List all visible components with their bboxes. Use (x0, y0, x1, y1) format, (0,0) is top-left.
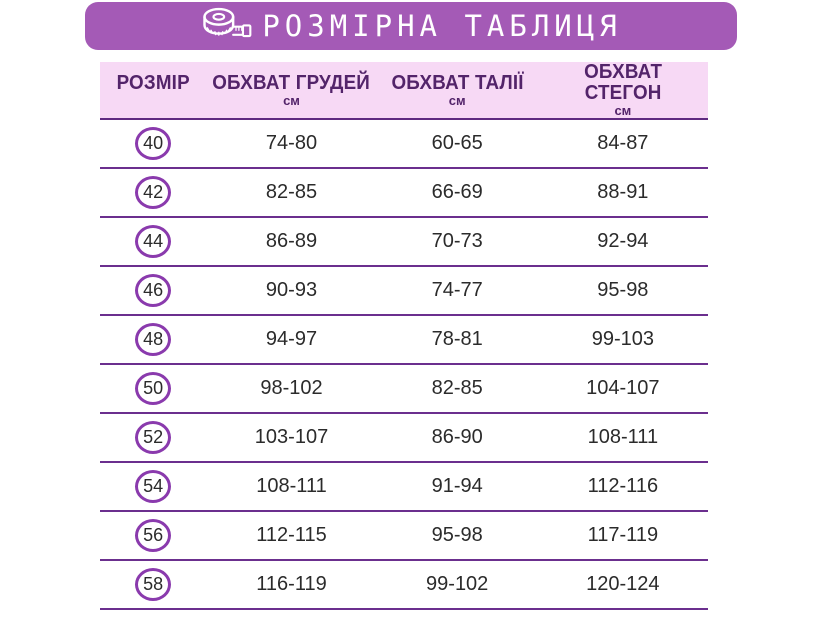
chest-cell: 82-85 (206, 168, 377, 219)
table-row: 40 74-80 60-65 84-87 (100, 119, 708, 170)
waist-cell: 66-69 (376, 168, 538, 219)
size-cell: 52 (100, 413, 207, 464)
column-header: ОБХВАТ СТЕГОН см (537, 61, 708, 121)
column-unit: см (448, 92, 466, 108)
hips-cell: 99-103 (537, 315, 708, 366)
page-title: РОЗМІРНА ТАБЛИЦЯ (262, 9, 622, 43)
chest-cell: 86-89 (206, 217, 377, 268)
column-header: ОБХВАТ ГРУДЕЙ см (206, 62, 377, 121)
waist-cell: 78-81 (376, 315, 538, 366)
hips-cell: 88-91 (537, 168, 708, 219)
size-table-body: 40 74-80 60-65 84-87 42 82-85 66-69 88-9… (100, 119, 708, 611)
size-cell: 46 (100, 266, 207, 317)
title-banner: РОЗМІРНА ТАБЛИЦЯ (85, 2, 737, 50)
chest-cell: 103-107 (206, 413, 377, 464)
column-label: ОБХВАТ ГРУДЕЙ (212, 71, 371, 94)
table-row: 50 98-102 82-85 104-107 (100, 364, 708, 415)
table-row: 44 86-89 70-73 92-94 (100, 217, 708, 268)
table-row: 46 90-93 74-77 95-98 (100, 266, 708, 317)
chest-cell: 116-119 (206, 560, 377, 611)
size-badge: 56 (135, 519, 172, 553)
waist-cell: 91-94 (376, 462, 538, 513)
table-row: 48 94-97 78-81 99-103 (100, 315, 708, 366)
table-row: 52 103-107 86-90 108-111 (100, 413, 708, 464)
waist-cell: 74-77 (376, 266, 538, 317)
hips-cell: 84-87 (537, 119, 708, 170)
size-cell: 50 (100, 364, 207, 415)
hips-cell: 117-119 (537, 511, 708, 562)
table-row: 56 112-115 95-98 117-119 (100, 511, 708, 562)
waist-cell: 99-102 (376, 560, 538, 611)
size-badge: 52 (135, 421, 172, 455)
chest-cell: 74-80 (206, 119, 377, 170)
table-row: 42 82-85 66-69 88-91 (100, 168, 708, 219)
waist-cell: 82-85 (376, 364, 538, 415)
hips-cell: 104-107 (537, 364, 708, 415)
size-cell: 58 (100, 560, 207, 611)
size-cell: 48 (100, 315, 207, 366)
size-cell: 44 (100, 217, 207, 268)
hips-cell: 112-116 (537, 462, 708, 513)
chest-cell: 98-102 (206, 364, 377, 415)
column-label: ОБХВАТ ТАЛІЇ (391, 71, 524, 94)
size-cell: 42 (100, 168, 207, 219)
chest-cell: 112-115 (206, 511, 377, 562)
column-unit: см (283, 92, 300, 108)
chest-cell: 90-93 (206, 266, 377, 317)
size-table: РОЗМІР ОБХВАТ ГРУДЕЙ см ОБХВАТ ТАЛІЇ см … (100, 61, 708, 611)
chest-cell: 94-97 (206, 315, 377, 366)
hips-cell: 108-111 (537, 413, 708, 464)
waist-cell: 60-65 (376, 119, 538, 170)
hips-cell: 120-124 (537, 560, 708, 611)
size-badge: 58 (135, 568, 172, 602)
size-badge: 40 (135, 127, 172, 161)
size-badge: 54 (135, 470, 172, 504)
table-row: 54 108-111 91-94 112-116 (100, 462, 708, 513)
column-header: РОЗМІР (100, 62, 207, 121)
table-row: 58 116-119 99-102 120-124 (100, 560, 708, 611)
size-badge: 50 (135, 372, 172, 406)
waist-cell: 70-73 (376, 217, 538, 268)
size-cell: 54 (100, 462, 207, 513)
size-badge: 46 (135, 274, 172, 308)
hips-cell: 92-94 (537, 217, 708, 268)
size-cell: 56 (100, 511, 207, 562)
size-cell: 40 (100, 119, 207, 170)
column-unit: см (614, 103, 632, 118)
column-unit (100, 94, 206, 108)
hips-cell: 95-98 (537, 266, 708, 317)
size-badge: 48 (135, 323, 172, 357)
column-label: ОБХВАТ СТЕГОН (583, 61, 662, 104)
measuring-tape-icon (200, 4, 254, 46)
size-badge: 42 (135, 176, 172, 210)
chest-cell: 108-111 (206, 462, 377, 513)
column-label: РОЗМІР (116, 71, 190, 94)
column-header: ОБХВАТ ТАЛІЇ см (376, 62, 538, 121)
waist-cell: 86-90 (376, 413, 538, 464)
size-table-header: РОЗМІР ОБХВАТ ГРУДЕЙ см ОБХВАТ ТАЛІЇ см … (100, 61, 708, 121)
waist-cell: 95-98 (376, 511, 538, 562)
header-row: РОЗМІР ОБХВАТ ГРУДЕЙ см ОБХВАТ ТАЛІЇ см … (100, 61, 708, 121)
size-badge: 44 (135, 225, 172, 259)
